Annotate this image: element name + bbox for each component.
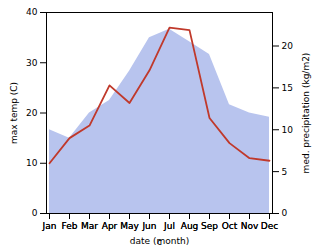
svg-text:med. precipitation (kg/m2): med. precipitation (kg/m2)	[301, 53, 311, 174]
svg-text:20: 20	[26, 108, 38, 118]
svg-text:Jul: Jul	[163, 221, 175, 231]
svg-text:Jan: Jan	[42, 221, 57, 231]
svg-text:May: May	[120, 221, 139, 231]
svg-text:Nov: Nov	[241, 221, 259, 231]
svg-text:Mar: Mar	[81, 221, 98, 231]
svg-text:date (month): date (month)	[130, 236, 189, 246]
svg-text:Sep: Sep	[201, 221, 218, 231]
svg-text:Oct: Oct	[222, 221, 238, 231]
svg-text:Oct: Oct	[222, 221, 238, 231]
svg-text:Jun: Jun	[141, 221, 156, 231]
svg-text:5: 5	[282, 167, 288, 177]
svg-text:Aug: Aug	[181, 221, 199, 231]
svg-text:Dec: Dec	[261, 221, 278, 231]
svg-text:Feb: Feb	[62, 221, 78, 231]
svg-text:Jun: Jun	[141, 221, 156, 231]
svg-text:Nov: Nov	[241, 221, 259, 231]
svg-text:max temp (C): max temp (C)	[9, 82, 19, 144]
svg-text:Sep: Sep	[201, 221, 218, 231]
svg-text:40: 40	[26, 7, 38, 17]
svg-text:Feb: Feb	[62, 221, 78, 231]
svg-text:Jan: Jan	[42, 221, 57, 231]
svg-text:10: 10	[26, 158, 38, 168]
svg-text:Apr: Apr	[102, 221, 118, 231]
svg-text:Jul: Jul	[163, 221, 175, 231]
svg-text:Dec: Dec	[261, 221, 278, 231]
svg-text:Apr: Apr	[102, 221, 118, 231]
svg-text:Aug: Aug	[181, 221, 199, 231]
svg-text:20: 20	[282, 41, 294, 51]
svg-text:10: 10	[282, 125, 294, 135]
svg-text:May: May	[120, 221, 139, 231]
svg-text:Mar: Mar	[81, 221, 98, 231]
svg-text:0: 0	[32, 208, 38, 218]
svg-text:0: 0	[282, 208, 288, 218]
svg-text:30: 30	[26, 58, 38, 68]
svg-text:15: 15	[282, 83, 293, 93]
